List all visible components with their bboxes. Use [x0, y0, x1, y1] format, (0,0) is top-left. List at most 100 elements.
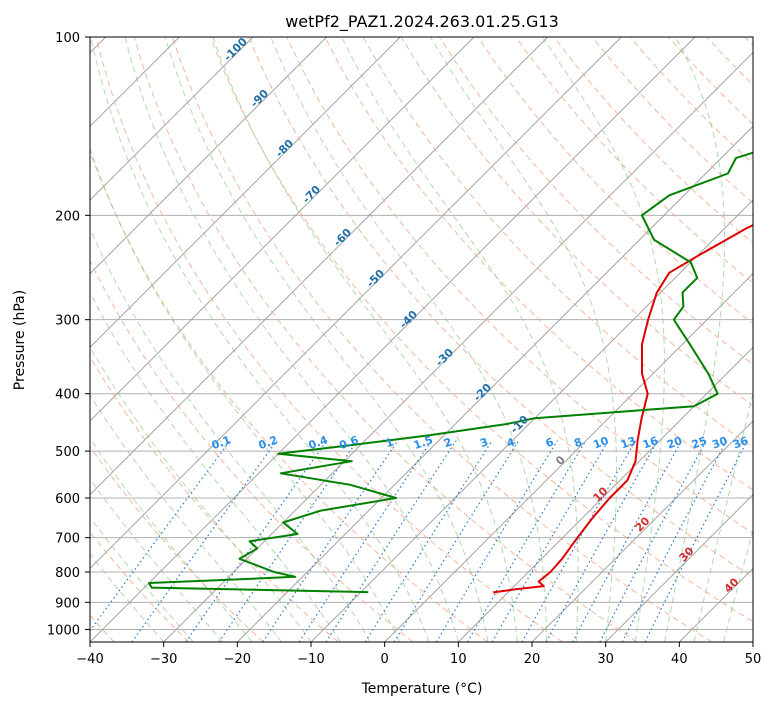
moist-adiabat	[270, 37, 548, 642]
moist-adiabat	[90, 37, 430, 642]
isotherm	[458, 346, 753, 642]
dry-adiabat	[90, 445, 264, 642]
pressure-gridlines	[90, 37, 753, 630]
dry-adiabat	[171, 37, 712, 642]
isotherm	[90, 37, 475, 422]
mixing-ratio-label: 0.4	[307, 433, 330, 452]
x-tick-label: 10	[450, 652, 467, 667]
y-tick-label: 500	[55, 445, 80, 460]
mixing-ratio-label: 25	[690, 434, 709, 451]
temperature-profile	[493, 224, 753, 594]
isotherms	[90, 37, 753, 642]
mixing-ratio-line	[545, 440, 659, 642]
moist-adiabat	[693, 390, 753, 642]
dry-adiabat	[286, 37, 753, 534]
y-tick-label: 600	[55, 492, 80, 507]
mixing-ratio-line	[435, 440, 558, 642]
mixing-ratio-label: 6	[544, 435, 556, 450]
mixing-ratio-label: 8	[572, 435, 584, 450]
mixing-ratio-label: 2	[442, 435, 454, 450]
y-tick-label: 700	[55, 532, 80, 547]
x-tick-label: −30	[150, 652, 177, 667]
mixing-ratio-label: 3	[478, 435, 490, 450]
x-axis: −40 −30 −20 −10 0 10 20 30 40 50	[76, 642, 761, 667]
mixing-ratio-label: 16	[641, 434, 660, 452]
mixing-ratio-label: 4	[505, 435, 517, 450]
moist-adiabat	[90, 478, 223, 642]
dry-adiabat	[324, 37, 753, 491]
mixing-ratio-line	[521, 440, 637, 642]
isotherm	[90, 37, 401, 348]
mixing-ratio-label: 0.6	[338, 433, 361, 452]
mixing-ratio-label: 1	[384, 435, 396, 450]
mixing-ratio-label: 20	[665, 434, 684, 452]
y-tick-label: 800	[55, 566, 80, 581]
moist-adiabat	[341, 37, 579, 642]
moist-adiabat	[430, 37, 617, 642]
x-tick-label: 30	[597, 652, 614, 667]
dry-adiabat	[90, 259, 414, 642]
mixing-ratio-line	[298, 440, 432, 642]
mixing-ratio-label: 0.1	[210, 433, 233, 452]
sounding-series	[148, 151, 753, 594]
isotherm	[163, 52, 753, 642]
chart-title: wetPf2_PAZ1.2024.263.01.25.G13	[285, 12, 559, 32]
mixing-ratio-label: 1.5	[412, 433, 435, 452]
dry-adiabat	[248, 37, 753, 578]
mixing-ratio-line	[599, 440, 707, 642]
x-tick-label: 0	[381, 652, 389, 667]
mixing-ratio-line	[364, 440, 493, 642]
dewpoint-profile	[148, 151, 753, 594]
y-tick-label: 900	[55, 596, 80, 611]
moist-adiabat	[90, 437, 253, 642]
mixing-ratio-label: 30	[710, 434, 729, 452]
dry-adiabat	[210, 37, 753, 623]
dry-adiabat	[95, 37, 563, 642]
x-tick-label: −20	[224, 652, 251, 667]
dry-adiabat	[515, 37, 753, 284]
mixing-ratio-line	[644, 440, 748, 642]
isotherm	[90, 37, 548, 496]
moist-adiabat	[90, 147, 400, 642]
isotherm	[90, 37, 327, 275]
plot-frame	[89, 36, 754, 643]
x-tick-label: 40	[671, 652, 688, 667]
mixing-ratio-label: 10	[591, 434, 610, 452]
moist-adiabats	[90, 37, 753, 642]
x-tick-label: −40	[76, 652, 103, 667]
x-tick-label: 50	[745, 652, 762, 667]
mixing-ratio-line	[621, 440, 728, 642]
isotherm	[605, 494, 753, 642]
x-tick-label: −10	[297, 652, 324, 667]
moist-adiabat	[90, 227, 371, 642]
y-tick-label: 100	[55, 31, 80, 46]
mixing-ratio-line	[466, 440, 587, 642]
mixing-ratio-line	[572, 440, 683, 642]
mixing-ratio-label: 13	[619, 434, 638, 451]
mixing-ratio-line	[393, 440, 520, 642]
isotherm	[237, 125, 753, 642]
x-tick-label: 20	[524, 652, 541, 667]
y-tick-label: 400	[55, 388, 80, 403]
moist-adiabat	[664, 37, 726, 642]
moist-adiabat	[164, 37, 489, 642]
moist-adiabat	[723, 528, 753, 642]
x-axis-label: Temperature (°C)	[361, 681, 483, 697]
isotherm	[90, 37, 696, 642]
isotherm	[90, 37, 254, 201]
moist-adiabat	[124, 37, 459, 642]
y-axis-label: Pressure (hPa)	[12, 290, 28, 390]
moist-adiabat	[542, 37, 665, 642]
isotherm	[90, 37, 622, 569]
isotherm	[531, 420, 753, 642]
moist-adiabat	[90, 394, 282, 642]
mixing-ratio-line	[131, 440, 278, 642]
moist-adiabat	[212, 37, 518, 642]
y-tick-label: 1000	[47, 623, 80, 638]
y-tick-label: 200	[55, 209, 80, 224]
moist-adiabat	[90, 291, 341, 642]
mixing-ratio-line	[491, 440, 609, 642]
mixing-ratio-label: 0.2	[257, 433, 280, 452]
mixing-ratio-label: 36	[731, 434, 750, 452]
